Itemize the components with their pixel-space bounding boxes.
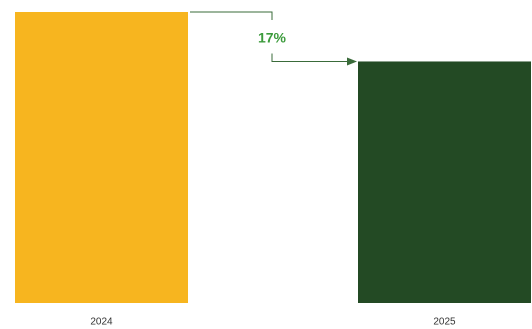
change-annotation: 17% — [258, 30, 287, 46]
bar — [15, 12, 188, 303]
x-tick-label: 2024 — [90, 317, 113, 328]
arrow-head — [347, 57, 357, 66]
bar — [358, 61, 531, 303]
x-tick-label: 2025 — [433, 317, 456, 328]
connector — [190, 11, 273, 20]
connector — [271, 53, 350, 62]
